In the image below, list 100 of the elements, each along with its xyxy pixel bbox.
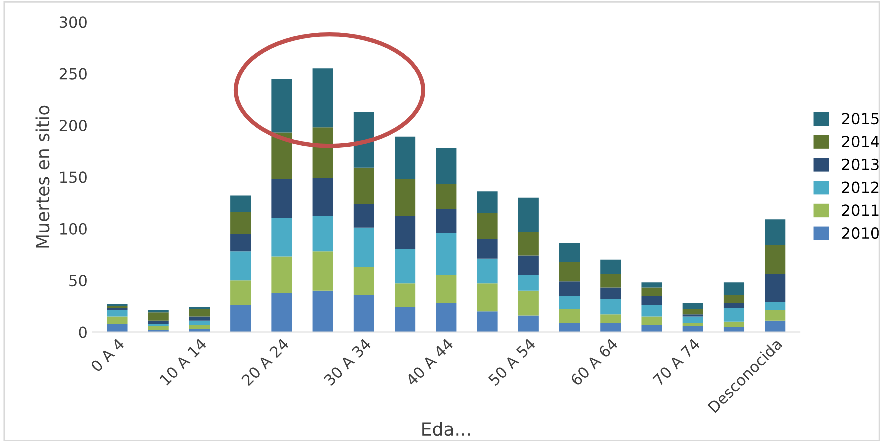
bar — [765, 302, 786, 311]
bar — [436, 233, 457, 276]
legend-label: 2010 — [842, 228, 880, 240]
bar — [230, 234, 252, 252]
bar — [272, 179, 292, 219]
y-tick-label: 200 — [60, 120, 87, 132]
bar — [477, 284, 498, 312]
bar — [724, 322, 745, 328]
bar — [107, 308, 128, 311]
bar — [354, 112, 374, 168]
bar — [272, 292, 292, 332]
bar — [682, 316, 704, 323]
bar — [354, 295, 374, 332]
legend-label: 2015 — [842, 113, 879, 125]
bar — [312, 216, 334, 252]
bar — [642, 282, 662, 288]
bar — [189, 316, 210, 321]
bar — [600, 288, 622, 300]
bar — [354, 267, 374, 296]
bar — [436, 303, 457, 332]
bar — [312, 128, 334, 178]
bar — [600, 299, 622, 315]
bar — [230, 196, 252, 212]
bar — [230, 305, 252, 332]
bar — [518, 198, 539, 232]
x-tick-label: 20 A 24 — [241, 338, 290, 386]
legend-label: 2014 — [842, 136, 880, 148]
bar — [354, 168, 374, 204]
bar — [642, 325, 662, 332]
bar — [642, 316, 662, 326]
bar — [724, 295, 745, 304]
bar — [477, 239, 498, 259]
bar — [518, 290, 539, 316]
bar — [148, 312, 169, 321]
bar — [682, 322, 704, 326]
bar — [272, 218, 292, 257]
bar — [312, 290, 334, 332]
bar — [395, 307, 416, 332]
y-tick-label: 250 — [60, 68, 87, 80]
bar — [107, 316, 128, 324]
bar — [148, 320, 169, 324]
x-tick-label: 70 A 74 — [652, 338, 701, 386]
bar — [518, 275, 539, 291]
bar — [148, 324, 169, 326]
bar — [395, 216, 416, 250]
bar — [354, 228, 374, 268]
bar — [682, 303, 704, 310]
bar — [436, 148, 457, 184]
bar — [272, 132, 292, 180]
bar — [272, 256, 292, 293]
bar — [724, 282, 745, 296]
bar — [765, 245, 786, 274]
bar — [230, 280, 252, 306]
bar — [559, 262, 580, 282]
x-tick-label: 40 A 44 — [405, 338, 454, 387]
bar — [724, 303, 745, 308]
bar — [436, 209, 457, 234]
y-tick-label: 100 — [60, 223, 87, 235]
y-tick-label: 0 — [79, 326, 87, 338]
bar — [477, 192, 498, 214]
bar — [395, 136, 416, 180]
bar — [230, 252, 252, 281]
bar — [600, 274, 622, 288]
legend-label: 2011 — [842, 204, 879, 216]
bar — [477, 258, 498, 284]
legend-label: 2013 — [842, 158, 879, 170]
y-axis-title: Muertes en sitio — [36, 106, 50, 248]
bar — [765, 274, 786, 302]
bar — [189, 307, 210, 310]
bar — [312, 68, 334, 128]
bar — [642, 296, 662, 306]
x-tick-label: 60 A 64 — [570, 338, 619, 386]
bar — [559, 322, 580, 332]
bar — [518, 316, 539, 332]
bar — [600, 260, 622, 274]
bar — [395, 179, 416, 216]
bar — [354, 204, 374, 228]
bar — [272, 79, 292, 133]
bar — [642, 305, 662, 317]
y-tick-label: 50 — [70, 275, 87, 287]
bar — [189, 310, 210, 317]
bar — [600, 314, 622, 323]
y-tick-label: 150 — [60, 172, 87, 184]
x-tick-label: 10 A 14 — [159, 338, 208, 386]
bar — [189, 320, 210, 326]
bar — [559, 282, 580, 296]
bar — [107, 324, 128, 332]
bar — [518, 256, 539, 276]
bar — [642, 288, 662, 296]
bar — [477, 312, 498, 332]
bar — [312, 252, 334, 291]
bar — [600, 322, 622, 332]
bar — [518, 232, 539, 256]
bar — [107, 310, 128, 317]
bar — [395, 250, 416, 284]
bar — [436, 275, 457, 304]
bar — [559, 296, 580, 310]
bar — [724, 308, 745, 322]
bar — [189, 325, 210, 330]
bar — [312, 178, 334, 216]
